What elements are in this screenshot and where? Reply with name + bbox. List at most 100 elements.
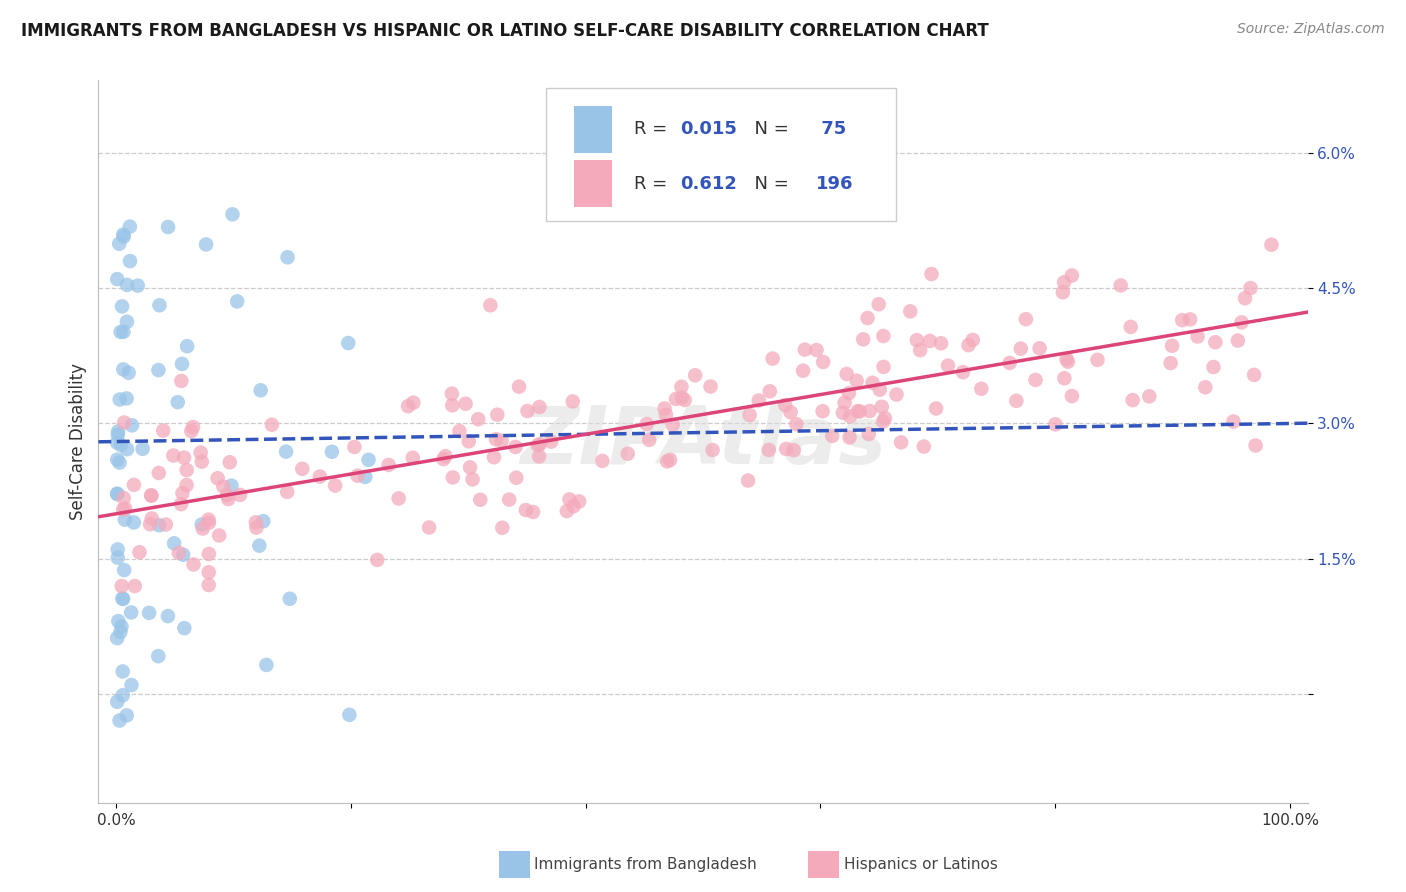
Point [1204,335,1226,350]
Point [952,365,974,379]
Point [321,444,343,458]
Point [1161,339,1184,353]
Point [357,452,380,467]
Point [759,384,782,399]
Point [482,450,505,465]
Point [856,311,879,326]
Point [107,425,129,439]
Point [838,430,860,444]
Point [278,591,301,606]
Point [832,406,855,420]
Point [221,478,243,492]
Point [1137,389,1160,403]
Point [654,401,676,416]
Point [655,454,678,468]
Point [441,398,464,412]
Point [1187,329,1209,343]
Point [346,468,368,483]
Point [846,404,869,418]
Point [1243,368,1265,382]
Point [1226,334,1249,348]
Point [377,458,399,472]
Point [173,450,195,465]
Point [461,472,484,486]
Point [110,438,132,452]
Point [111,579,134,593]
Point [783,443,806,458]
Point [141,489,163,503]
Point [870,400,893,414]
Point [118,219,141,234]
Point [118,254,141,268]
Point [111,665,134,679]
Point [838,386,860,401]
Text: 0.612: 0.612 [681,175,737,193]
Point [702,443,724,458]
Text: N =: N = [742,175,794,193]
Bar [574,106,613,153]
Point [107,614,129,628]
Y-axis label: Self-Care Disability: Self-Care Disability [69,363,87,520]
Point [738,408,761,422]
Point [112,229,135,244]
Point [172,486,194,500]
Point [811,355,834,369]
Point [120,606,142,620]
Point [108,714,131,728]
Point [555,504,578,518]
Point [849,404,872,418]
Point [561,394,583,409]
Point [197,513,219,527]
Text: R =: R = [634,175,673,193]
Point [111,299,134,313]
Point [655,408,678,422]
Point [343,440,366,454]
Point [1222,415,1244,429]
Point [821,429,844,443]
Point [170,374,193,388]
Point [172,548,194,562]
Point [218,455,240,469]
Point [354,470,377,484]
Point [141,511,163,525]
Point [1109,278,1132,293]
Point [441,470,464,484]
Point [873,411,896,425]
Point [1171,313,1194,327]
Text: N =: N = [742,120,794,138]
Text: 196: 196 [815,175,853,193]
Point [190,445,212,459]
Point [105,486,128,500]
Point [190,455,212,469]
Point [107,542,129,557]
Point [1260,237,1282,252]
Point [673,392,696,407]
Point [366,553,388,567]
Point [925,401,948,416]
Point [170,497,193,511]
Point [105,695,128,709]
Point [176,339,198,353]
Point [908,343,931,358]
Point [868,297,890,311]
Point [1230,315,1253,329]
Text: Hispanics or Latinos: Hispanics or Latinos [844,857,997,871]
Point [323,478,346,492]
Point [217,488,239,502]
Point [115,392,138,406]
Text: 0.015: 0.015 [681,120,737,138]
Text: Source: ZipAtlas.com: Source: ZipAtlas.com [1237,22,1385,37]
Point [665,392,688,406]
Point [148,649,170,664]
Point [396,399,419,413]
Point [527,438,550,452]
Point [170,357,193,371]
Point [659,453,682,467]
Text: Immigrants from Bangladesh: Immigrants from Bangladesh [534,857,756,871]
Point [467,412,489,426]
Point [190,517,212,532]
Point [845,374,868,388]
Point [1060,268,1083,283]
Point [107,550,129,565]
Point [591,454,613,468]
